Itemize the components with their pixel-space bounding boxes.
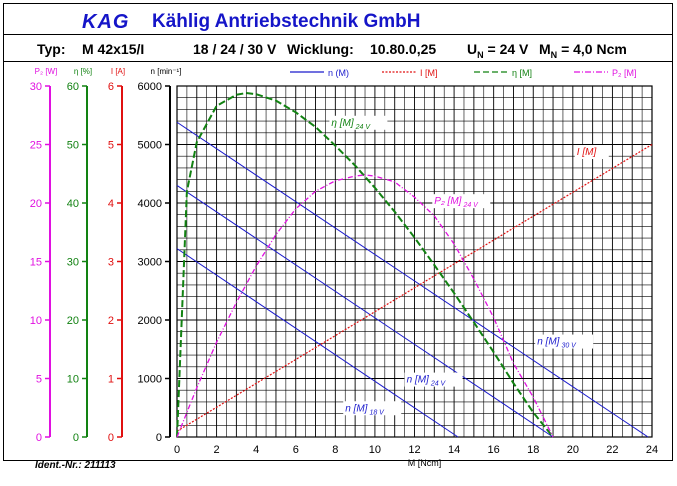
y-tick-label-P2: 5 xyxy=(36,374,42,386)
y-tick-label-n: 0 xyxy=(156,432,162,444)
y-axis-title-eta: η [%] xyxy=(74,67,92,76)
annotation-bg xyxy=(329,115,388,130)
y-tick-label-eta: 50 xyxy=(67,140,79,152)
annotation-subscript: 30 V xyxy=(561,343,577,350)
y-tick-label-n: 3000 xyxy=(138,257,162,269)
y-tick-label-n: 6000 xyxy=(138,81,162,93)
annotation-subscript: 24 V xyxy=(430,381,447,388)
mn-value: = 4,0 Ncm xyxy=(561,41,627,57)
y-tick-label-n: 5000 xyxy=(138,140,162,152)
sheet-frame xyxy=(3,3,673,461)
typ-value: M 42x15/I xyxy=(82,41,145,57)
y-axis-title-P2: P₂ [W] xyxy=(35,67,58,76)
annotation-label: I [M] xyxy=(577,147,597,158)
annotation-subscript: 18 V xyxy=(369,409,385,416)
y-tick-label-eta: 20 xyxy=(67,315,79,327)
x-tick-label: 0 xyxy=(174,444,180,456)
annotation-bg xyxy=(432,194,491,209)
y-tick-label-I: 3 xyxy=(108,257,114,269)
y-tick-label-P2: 20 xyxy=(30,198,42,210)
company-logo: KAG xyxy=(82,11,130,33)
x-axis-label: M [Ncm] xyxy=(408,458,442,468)
y-tick-label-P2: 15 xyxy=(30,257,42,269)
y-tick-label-I: 0 xyxy=(108,432,114,444)
series-line xyxy=(176,121,649,438)
chart-grid xyxy=(176,85,653,438)
y-tick-label-P2: 25 xyxy=(30,140,42,152)
y-tick-label-eta: 40 xyxy=(67,198,79,210)
y-tick-label-I: 1 xyxy=(108,374,114,386)
x-tick-label: 18 xyxy=(527,444,539,456)
y-tick-label-I: 6 xyxy=(108,81,114,93)
plot-border xyxy=(176,85,653,438)
legend-label-n: n (M) xyxy=(328,68,349,78)
x-tick-label: 4 xyxy=(253,444,259,456)
y-tick-label-eta: 0 xyxy=(73,432,79,444)
nominal-voltage: UN = 24 V xyxy=(467,41,528,60)
x-tick-label: 10 xyxy=(369,444,381,456)
un-value: = 24 V xyxy=(487,41,529,57)
y-tick-label-P2: 30 xyxy=(30,81,42,93)
annotation-subscript: 24 V xyxy=(355,124,372,131)
spec-bar xyxy=(4,34,672,62)
mn-sub: N xyxy=(550,49,558,60)
y-tick-label-eta: 30 xyxy=(67,257,79,269)
wicklung-value: 10.80.0,25 xyxy=(370,41,437,57)
ident-number: Ident.-Nr.: 211113 xyxy=(35,460,116,471)
y-tick-label-n: 2000 xyxy=(138,315,162,327)
mn-label: M xyxy=(539,41,551,57)
y-tick-label-I: 2 xyxy=(108,315,114,327)
typ-label: Typ: xyxy=(37,41,66,57)
un-sub: N xyxy=(477,49,484,60)
legend-label-I: I [M] xyxy=(420,68,438,78)
y-axis-title-n: n [min⁻¹] xyxy=(151,67,182,76)
un-label: U xyxy=(467,41,478,57)
y-tick-label-P2: 10 xyxy=(30,315,42,327)
voltage-list: 18 / 24 / 30 V xyxy=(193,41,277,57)
annotation-subscript: 24 V xyxy=(462,202,479,209)
x-tick-label: 20 xyxy=(567,444,579,456)
series-line xyxy=(176,174,554,438)
x-tick-label: 12 xyxy=(408,444,420,456)
y-tick-label-n: 4000 xyxy=(138,198,162,210)
y-tick-label-I: 5 xyxy=(108,140,114,152)
x-tick-label: 24 xyxy=(646,444,658,456)
y-tick-label-I: 4 xyxy=(108,198,114,210)
title-bar: KAG Kählig Antriebstechnik GmbH xyxy=(4,4,672,34)
annotation-bg xyxy=(535,334,594,349)
x-tick-label: 2 xyxy=(214,444,220,456)
nominal-torque: MN = 4,0 Ncm xyxy=(539,41,627,60)
x-tick-label: 16 xyxy=(488,444,500,456)
x-tick-label: 14 xyxy=(448,444,460,456)
series-line xyxy=(176,143,653,432)
wicklung-label: Wicklung: xyxy=(287,41,354,57)
legend-label-P2: P₂ [M] xyxy=(612,68,637,78)
annotation-bg xyxy=(404,372,463,387)
annotation-bg xyxy=(343,401,402,416)
company-name: Kählig Antriebstechnik GmbH xyxy=(152,11,421,32)
y-tick-label-eta: 60 xyxy=(67,81,79,93)
y-tick-label-n: 1000 xyxy=(138,374,162,386)
y-tick-label-P2: 0 xyxy=(36,432,42,444)
legend-label-eta: η [M] xyxy=(512,68,532,78)
annotation-bg xyxy=(574,145,609,160)
x-tick-label: 8 xyxy=(332,444,338,456)
x-tick-label: 6 xyxy=(293,444,299,456)
series-line xyxy=(176,185,554,438)
y-axis-title-I: I [A] xyxy=(111,67,125,76)
series-line xyxy=(176,248,459,438)
x-tick-label: 22 xyxy=(606,444,618,456)
y-tick-label-eta: 10 xyxy=(67,374,79,386)
